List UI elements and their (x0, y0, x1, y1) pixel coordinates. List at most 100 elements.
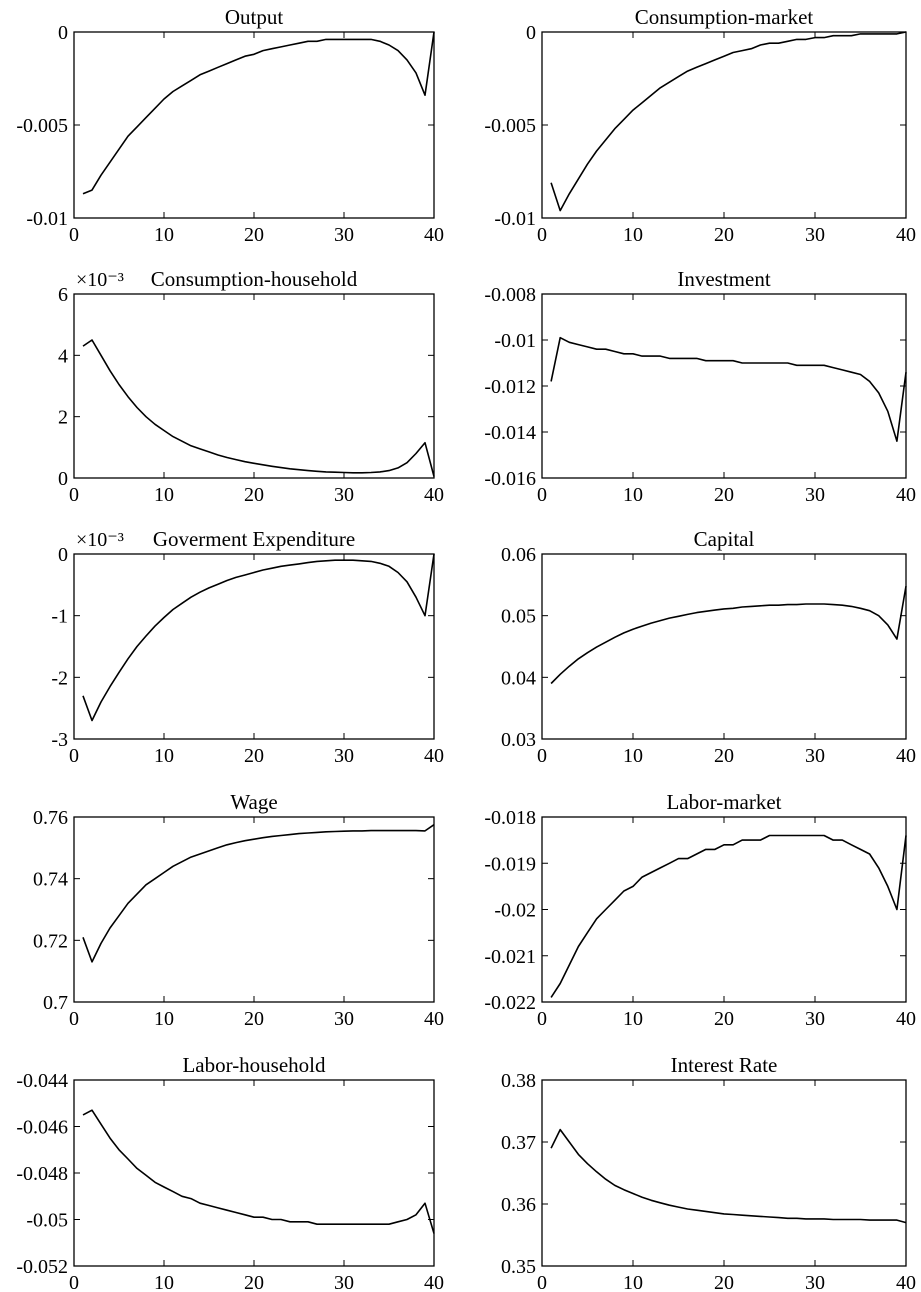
plot-frame (541, 31, 907, 219)
y-tick-label: -1 (51, 606, 68, 628)
x-tick-label: 20 (244, 1008, 264, 1030)
series-line (550, 1128, 907, 1224)
x-tick-label: 40 (424, 484, 444, 506)
y-tick-label: 0 (58, 468, 68, 490)
y-tick-label: -0.019 (484, 853, 536, 875)
x-tick-label: 30 (334, 224, 354, 246)
x-tick-label: 40 (424, 1008, 444, 1030)
y-tick-label: -0.044 (16, 1070, 68, 1092)
axis-scale-label: ×10⁻³ (76, 269, 124, 291)
series-line (82, 824, 435, 963)
plot-frame (73, 816, 435, 1003)
x-tick-label: 0 (69, 224, 79, 246)
series-line (550, 336, 907, 443)
chart-title: Goverment Expenditure (153, 527, 355, 551)
x-tick-label: 20 (244, 745, 264, 767)
x-tick-label: 0 (537, 745, 547, 767)
x-tick-label: 10 (154, 745, 174, 767)
y-tick-label: 0.76 (33, 807, 68, 829)
x-tick-label: 10 (623, 484, 643, 506)
x-tick-label: 20 (244, 484, 264, 506)
x-tick-label: 30 (805, 745, 825, 767)
series-line (550, 834, 907, 998)
chart-title: Output (225, 5, 284, 29)
chart-title: Wage (230, 790, 277, 814)
y-tick-label: -0.005 (484, 115, 536, 137)
chart-panel: Labor-household 0 10 20 30 40 -0.052 -0.05 -0.04… (16, 1053, 444, 1292)
y-tick-label: 0.38 (501, 1070, 536, 1092)
y-tick-label: 0.35 (501, 1256, 536, 1278)
x-tick-label: 0 (537, 1272, 547, 1292)
y-tick-label: -0.014 (484, 422, 536, 444)
x-tick-label: 40 (896, 484, 916, 506)
x-tick-label: 0 (69, 745, 79, 767)
series-line (550, 31, 907, 212)
x-tick-label: 10 (154, 224, 174, 246)
x-tick-label: 20 (714, 745, 734, 767)
y-tick-label: 0 (526, 22, 536, 44)
chart-panel: Consumption-market 0 10 20 30 40 -0.01 -0.005 0 (484, 5, 916, 246)
y-tick-label: 0.72 (33, 930, 68, 952)
y-tick-label: 6 (58, 284, 68, 306)
x-tick-label: 30 (805, 484, 825, 506)
chart-title: Capital (694, 527, 755, 551)
plot-frame (73, 1079, 435, 1267)
x-tick-label: 40 (896, 224, 916, 246)
x-tick-label: 10 (623, 1008, 643, 1030)
plot-frame (73, 31, 435, 219)
y-tick-label: -3 (51, 729, 68, 751)
x-tick-label: 0 (537, 484, 547, 506)
y-tick-label: -0.018 (484, 807, 536, 829)
x-tick-label: 10 (623, 1272, 643, 1292)
axis-scale-label: ×10⁻³ (76, 529, 124, 551)
chart-panel: Capital 0 10 20 30 40 0.03 0.04 0.05 0.06 (501, 527, 916, 767)
x-tick-label: 0 (537, 224, 547, 246)
x-tick-label: 30 (334, 1272, 354, 1292)
chart-title: Interest Rate (671, 1053, 778, 1077)
series-line (550, 585, 907, 685)
y-tick-label: -0.02 (494, 900, 536, 922)
chart-title: Investment (677, 267, 770, 291)
x-tick-label: 20 (244, 224, 264, 246)
x-tick-label: 10 (154, 1272, 174, 1292)
y-tick-label: -0.008 (484, 284, 536, 306)
y-tick-label: 0 (58, 544, 68, 566)
x-tick-label: 20 (714, 1008, 734, 1030)
x-tick-label: 10 (154, 1008, 174, 1030)
y-tick-label: 0.05 (501, 606, 536, 628)
y-tick-label: -0.01 (494, 208, 536, 230)
x-tick-label: 0 (69, 1272, 79, 1292)
y-tick-label: 4 (58, 345, 68, 367)
y-tick-label: -0.052 (16, 1256, 68, 1278)
chart-panel: Consumption-household ×10⁻³ 0 10 20 30 40 0 2 4 6 (58, 267, 444, 506)
chart-panel: Wage 0 10 20 30 40 0.7 0.72 0.74 0.76 (33, 790, 444, 1030)
y-tick-label: 0.37 (501, 1132, 536, 1154)
x-tick-label: 40 (896, 745, 916, 767)
series-line (82, 339, 435, 477)
y-tick-label: 0.74 (33, 869, 68, 891)
chart-panel: Investment 0 10 20 30 40 -0.016 -0.014 -0.012 -0.… (484, 267, 916, 506)
y-tick-label: -0.005 (16, 115, 68, 137)
x-tick-label: 40 (424, 224, 444, 246)
x-tick-label: 40 (424, 1272, 444, 1292)
plot-frame (541, 1079, 907, 1267)
chart-panel: Interest Rate 0 10 20 30 40 0.35 0.36 0.37 0.38 (501, 1053, 916, 1292)
y-tick-label: 2 (58, 407, 68, 429)
series-line (82, 1109, 435, 1234)
x-tick-label: 20 (714, 1272, 734, 1292)
y-tick-label: 0.03 (501, 729, 536, 751)
chart-panel: Labor-market 0 10 20 30 40 -0.022 -0.021 -0.02 -0… (484, 790, 916, 1030)
x-tick-label: 20 (714, 484, 734, 506)
chart-panel: Goverment Expenditure ×10⁻³ 0 10 20 30 40 -3 -2 -… (51, 527, 444, 767)
x-tick-label: 30 (805, 1272, 825, 1292)
chart-title: Consumption-household (151, 267, 358, 291)
y-tick-label: -0.046 (16, 1117, 68, 1139)
chart-panel: Output 0 10 20 30 40 -0.01 -0.005 0 (16, 5, 444, 246)
y-tick-label: 0 (58, 22, 68, 44)
plot-frame (73, 553, 435, 740)
x-tick-label: 30 (334, 745, 354, 767)
x-tick-label: 30 (805, 224, 825, 246)
y-tick-label: -2 (51, 667, 68, 689)
x-tick-label: 0 (69, 1008, 79, 1030)
